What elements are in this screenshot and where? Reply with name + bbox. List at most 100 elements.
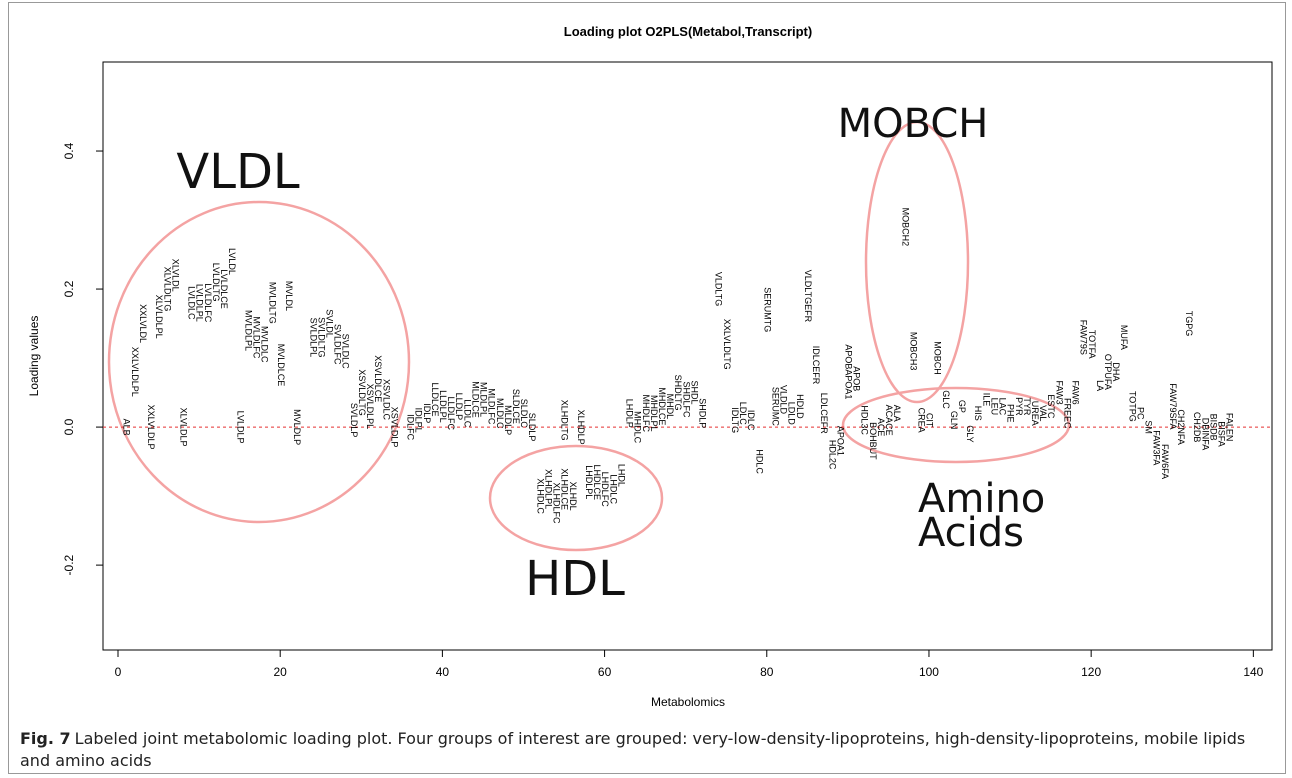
- point-label: MVLDLC: [260, 326, 270, 363]
- point-label: MVLDLPL: [243, 310, 253, 351]
- point-label: LVLDLC: [187, 286, 197, 320]
- point-label: MOBCH3: [908, 332, 918, 371]
- point-label: FALEN: [1225, 413, 1235, 442]
- point-label: MOBCH: [933, 341, 943, 375]
- point-label: TOTFA: [1087, 330, 1097, 359]
- amino-ellipse: [841, 386, 1071, 464]
- annotation: Amino Acids: [918, 476, 1045, 556]
- point-label: LLDLPL: [438, 390, 448, 423]
- point-label: MLDLFC: [487, 388, 497, 425]
- x-tick-label: 40: [436, 665, 450, 679]
- point-label: MHDL: [665, 394, 675, 420]
- point-label: XLHDLPL: [543, 469, 553, 509]
- point-label: VAL: [1038, 405, 1048, 421]
- caption: Fig. 7 Labeled joint metabolomic loading …: [20, 728, 1250, 772]
- point-label: ESTC: [1046, 394, 1056, 419]
- point-label: XSVLDLTG: [357, 369, 367, 415]
- point-label: XSVLDLC: [381, 379, 391, 421]
- point-label: MHDLC: [633, 411, 643, 444]
- point-label: LLDLFC: [446, 397, 456, 431]
- vldl-ellipse: [107, 200, 411, 524]
- point-label: MVLDLP: [292, 409, 302, 445]
- point-label: SVLDLPL: [308, 318, 318, 358]
- point-label: MVLDLCE: [276, 344, 286, 387]
- point-label: HIS: [973, 406, 983, 421]
- x-tick-label: 60: [598, 665, 612, 679]
- point-label: MHDLFC: [641, 395, 651, 433]
- point-label: XLHDLCE: [560, 468, 570, 510]
- point-label: LAC: [998, 398, 1008, 416]
- point-label: DHA: [1111, 362, 1121, 381]
- point-label: ILE: [981, 393, 991, 407]
- point-label: FAW6: [1071, 380, 1081, 404]
- caption-label: Fig. 7: [20, 729, 71, 748]
- point-label: SLDLC: [519, 399, 529, 429]
- x-axis-label: Metabolomics: [651, 695, 725, 709]
- y-tick-label: 0.4: [62, 142, 76, 159]
- point-label: CIT: [925, 413, 935, 428]
- annotation: VLDL: [176, 144, 300, 200]
- point-label: FAW6FA: [1160, 444, 1170, 479]
- point-label: BOHBUT: [868, 422, 878, 460]
- point-label: HDL3C: [860, 405, 870, 435]
- point-label: DBINFA: [1200, 418, 1210, 451]
- point-label: GLY: [965, 425, 975, 442]
- point-label: LVLDLP: [235, 411, 245, 444]
- point-label: VLDLD: [779, 385, 789, 415]
- point-label: SHDL: [689, 381, 699, 405]
- annotation: MOBCH: [838, 101, 989, 147]
- point-label: SVLDLTG: [316, 317, 326, 357]
- point-label: LDLCEFR: [819, 393, 829, 435]
- point-label: XXLVLDLTG: [722, 319, 732, 370]
- point-label: LVLDLPL: [195, 284, 205, 322]
- x-tick-label: 120: [1081, 665, 1101, 679]
- x-tick-label: 0: [115, 665, 122, 679]
- point-label: LHDL: [616, 464, 626, 487]
- point-label: CH2DB: [1192, 412, 1202, 443]
- point-label: BISDB: [1208, 414, 1218, 441]
- point-label: MUFA: [1119, 325, 1129, 350]
- point-label: SERUMC: [771, 387, 781, 427]
- caption-text: Labeled joint metabolomic loading plot. …: [20, 729, 1246, 770]
- point-label: LLDLP: [454, 393, 464, 421]
- point-label: XLHDLP: [576, 410, 586, 445]
- point-label: ALB: [122, 419, 132, 436]
- chart-title: Loading plot O2PLS(Metabol,Transcript): [564, 24, 812, 39]
- point-label: XXLVLDLP: [146, 405, 156, 450]
- point-label: HDL2C: [827, 440, 837, 470]
- point-label: XLHDL: [568, 482, 578, 511]
- point-label: TOTPG: [1127, 391, 1137, 422]
- x-tick-label: 100: [919, 665, 939, 679]
- point-label: MHDLPL: [649, 395, 659, 432]
- point-label: MLDLCE: [470, 381, 480, 418]
- point-label: MOBCH2: [900, 208, 910, 247]
- point-label: LLDLCE: [430, 382, 440, 416]
- point-label: LA: [1095, 380, 1105, 391]
- point-label: MLDLP: [503, 405, 513, 435]
- point-label: SLDLP: [527, 413, 537, 442]
- point-label: MLDLC: [495, 398, 505, 429]
- point-label: MLDLPL: [479, 382, 489, 417]
- point-label: SHDLTG: [673, 375, 683, 411]
- figure-frame: [8, 2, 1286, 774]
- point-label: XLHDLFC: [552, 482, 562, 524]
- point-label: IDLP: [422, 403, 432, 423]
- point-label: PC: [1135, 407, 1145, 420]
- point-label: SHDLP: [698, 398, 708, 428]
- point-label: XSVLDLPL: [365, 384, 375, 430]
- point-label: VLDLTG: [714, 272, 724, 306]
- y-tick-label: 0.0: [62, 418, 76, 435]
- point-label: IDLC: [746, 410, 756, 431]
- point-label: FREEC: [1062, 398, 1072, 429]
- point-label: IDLFC: [406, 414, 416, 441]
- plot-box: [102, 61, 1273, 651]
- x-tick-label: 80: [760, 665, 774, 679]
- point-label: XXLVLDL: [138, 304, 148, 343]
- point-label: ALA: [892, 405, 902, 422]
- point-label: ACACE: [884, 405, 894, 436]
- point-label: LVLDLTG: [211, 263, 221, 302]
- point-label: MHDLCE: [657, 387, 667, 425]
- point-label: FAW3FA: [1152, 430, 1162, 465]
- point-label: CREA: [916, 408, 926, 433]
